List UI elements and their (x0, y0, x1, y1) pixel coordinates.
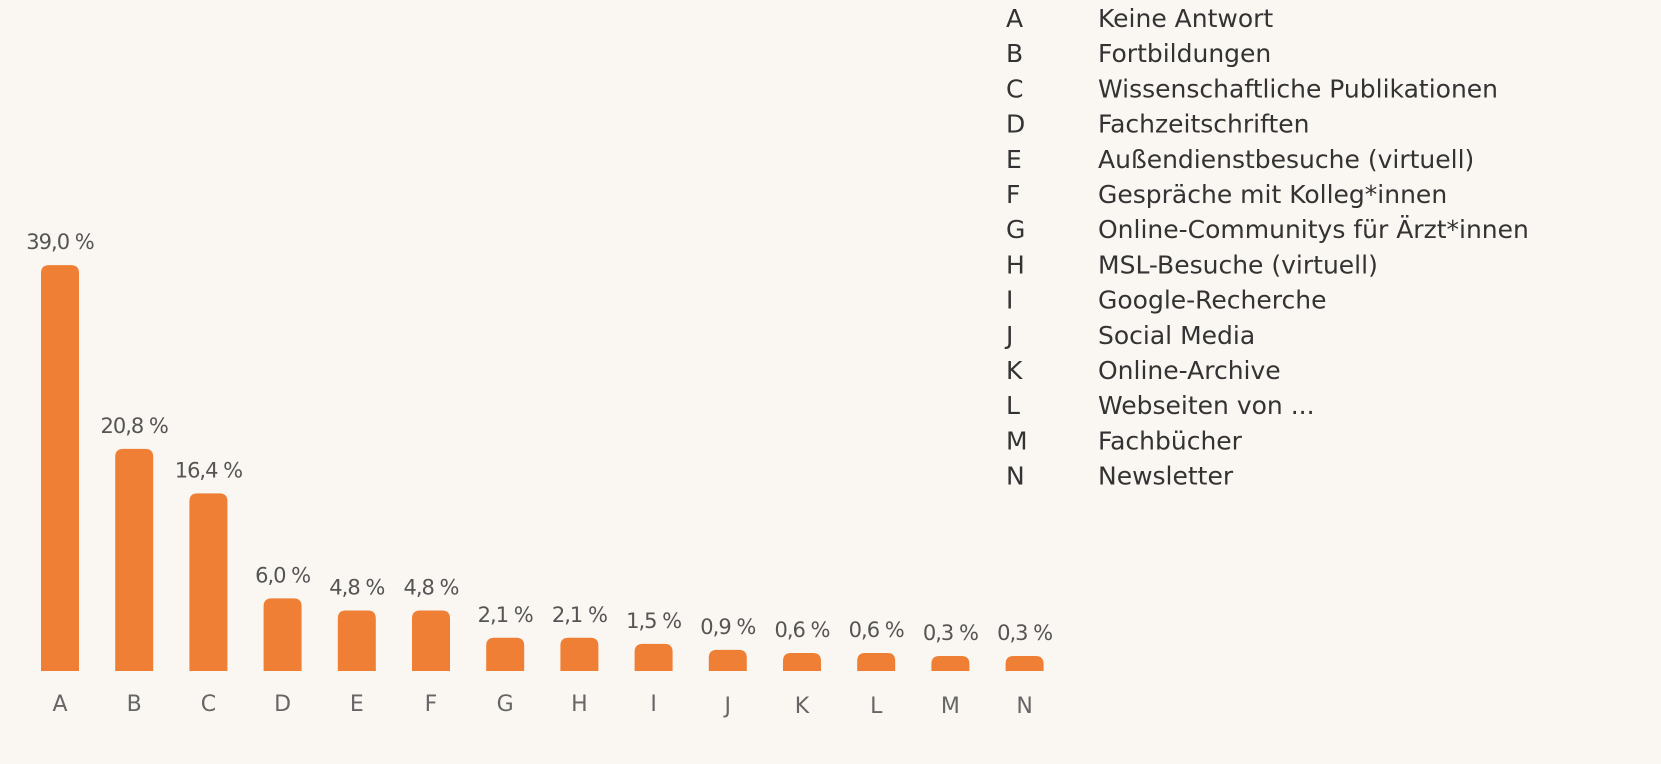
legend-label: Fortbildungen (1098, 39, 1271, 68)
x-tick-label: A (52, 692, 67, 717)
legend-label: Newsletter (1098, 462, 1234, 491)
legend-key: L (1006, 391, 1020, 420)
bar (486, 637, 525, 671)
legend-label: Social Media (1098, 321, 1255, 350)
legend-key: E (1006, 145, 1022, 174)
value-label: 6,0 % (255, 563, 310, 587)
bar (1005, 655, 1044, 671)
legend-label: Fachbücher (1098, 426, 1243, 455)
x-tick-label: H (571, 692, 588, 717)
value-label: 0,6 % (774, 618, 829, 642)
bar (783, 652, 821, 671)
x-tick-label: F (425, 692, 438, 717)
legend-key: B (1006, 39, 1023, 68)
legend-key: I (1006, 286, 1013, 315)
value-label: 0,6 % (849, 618, 904, 642)
legend-key: A (1006, 4, 1023, 33)
bar (263, 598, 302, 671)
bar (708, 649, 747, 671)
legend-label: Online-Archive (1098, 356, 1281, 385)
legend-key: H (1006, 250, 1025, 279)
value-label: 0,3 % (923, 621, 978, 645)
x-tick-label: J (723, 694, 732, 719)
value-label: 0,3 % (997, 621, 1052, 645)
bar (337, 610, 376, 671)
legend-key: M (1006, 426, 1028, 455)
bar (115, 448, 154, 671)
bar (857, 652, 896, 671)
x-tick-label: C (201, 692, 216, 717)
value-label: 0,9 % (700, 615, 755, 639)
x-tick-label: B (127, 692, 142, 717)
value-label: 4,8 % (403, 576, 458, 600)
value-label: 20,8 % (101, 414, 168, 438)
x-tick-label: E (350, 692, 364, 717)
legend-label: Online-Communitys für Ärzt*innen (1098, 215, 1529, 244)
bar (189, 493, 228, 671)
bar (560, 637, 599, 671)
x-tick-label: L (870, 694, 883, 719)
value-label: 39,0 % (26, 230, 93, 254)
x-tick-label: I (650, 692, 657, 717)
bar (41, 265, 79, 671)
x-tick-label: D (274, 692, 291, 717)
x-tick-label: K (795, 694, 810, 719)
legend-label: Webseiten von ... (1098, 391, 1315, 420)
legend-key: G (1006, 215, 1025, 244)
legend-key: C (1006, 74, 1023, 103)
legend-label: Gespräche mit Kolleg*innen (1098, 180, 1447, 209)
x-tick-label: M (941, 694, 960, 719)
value-label: 2,1 % (552, 603, 607, 627)
legend-label: Google-Recherche (1098, 286, 1326, 315)
bar (931, 655, 970, 671)
legend-key: K (1006, 356, 1023, 385)
bar (634, 643, 673, 671)
legend-key: J (1004, 321, 1013, 350)
legend-label: Wissenschaftliche Publikationen (1098, 74, 1498, 103)
x-tick-label: G (497, 692, 514, 717)
legend-label: Fachzeitschriften (1098, 110, 1309, 139)
value-label: 16,4 % (175, 458, 242, 482)
legend-key: F (1006, 180, 1020, 209)
value-label: 4,8 % (329, 576, 384, 600)
legend-label: Keine Antwort (1098, 4, 1273, 33)
x-tick-label: N (1016, 694, 1032, 719)
value-label: 1,5 % (626, 609, 681, 633)
legend-key: N (1006, 462, 1025, 491)
value-label: 2,1 % (478, 603, 533, 627)
legend-label: MSL-Besuche (virtuell) (1098, 250, 1378, 279)
legend-label: Außendienstbesuche (virtuell) (1098, 145, 1474, 174)
legend-key: D (1006, 110, 1025, 139)
bar (412, 610, 450, 671)
